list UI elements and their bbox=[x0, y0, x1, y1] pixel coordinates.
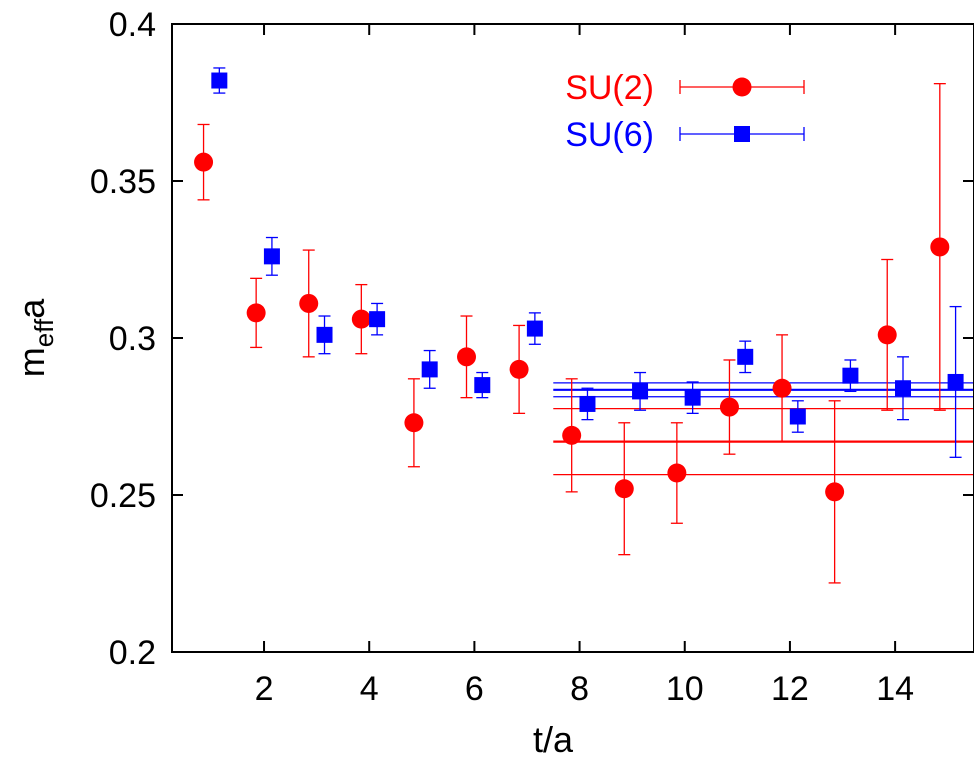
y-tick-label: 0.3 bbox=[109, 320, 156, 358]
data-point-su6 bbox=[895, 356, 912, 421]
x-tick-label: 12 bbox=[771, 670, 809, 708]
x-axis-title: t/a bbox=[533, 719, 574, 759]
marker-circle bbox=[562, 425, 582, 445]
marker-square bbox=[316, 326, 333, 343]
marker-circle bbox=[194, 152, 214, 172]
marker-square bbox=[737, 348, 754, 365]
data-point-su6 bbox=[421, 349, 438, 389]
marker-square bbox=[842, 367, 859, 384]
data-point-su6 bbox=[789, 400, 806, 433]
data-point-su2 bbox=[457, 315, 477, 399]
data-point-su6 bbox=[211, 67, 228, 94]
marker-square bbox=[526, 320, 543, 337]
y-axis-title-main: m bbox=[11, 347, 52, 377]
data-point-su2 bbox=[877, 258, 897, 411]
data-point-su2 bbox=[351, 283, 371, 355]
legend-label-su2: SU(2) bbox=[565, 69, 654, 107]
data-point-su2 bbox=[667, 422, 687, 524]
data-point-su2 bbox=[404, 378, 424, 468]
y-axis-title-tail: a bbox=[11, 298, 52, 319]
marker-circle bbox=[772, 378, 792, 398]
marker-circle bbox=[246, 303, 266, 323]
data-point-su2 bbox=[825, 400, 845, 584]
data-point-su2 bbox=[614, 422, 634, 556]
marker-square bbox=[421, 361, 438, 378]
data-point-su2 bbox=[930, 83, 950, 411]
y-tick-label: 0.25 bbox=[90, 477, 156, 515]
marker-circle bbox=[614, 479, 634, 499]
data-point-su6 bbox=[684, 381, 701, 415]
fit-bands bbox=[553, 382, 974, 476]
y-axis-title: meffa bbox=[11, 298, 59, 377]
marker-circle bbox=[351, 309, 371, 329]
y-tick-label: 0.35 bbox=[90, 163, 156, 201]
legend-marker-square bbox=[734, 126, 750, 142]
data-point-su6 bbox=[632, 371, 649, 411]
x-tick-label: 6 bbox=[465, 670, 484, 708]
marker-square bbox=[211, 72, 228, 89]
marker-circle bbox=[825, 482, 845, 502]
data-points bbox=[194, 67, 964, 584]
marker-circle bbox=[877, 325, 897, 345]
x-tick-label: 8 bbox=[570, 670, 589, 708]
data-point-su2 bbox=[246, 277, 266, 349]
data-point-su6 bbox=[316, 315, 333, 355]
marker-circle bbox=[299, 293, 319, 313]
marker-circle bbox=[404, 413, 424, 433]
marker-circle bbox=[930, 237, 950, 257]
marker-circle bbox=[509, 359, 529, 379]
y-axis-title-subscript: eff bbox=[29, 318, 59, 347]
data-point-su6 bbox=[526, 312, 543, 345]
marker-square bbox=[579, 395, 596, 412]
data-point-su2 bbox=[562, 378, 582, 493]
data-point-su6 bbox=[579, 387, 596, 421]
marker-square bbox=[947, 373, 964, 390]
marker-square bbox=[474, 377, 491, 394]
legend-marker-circle bbox=[732, 77, 752, 97]
data-point-su6 bbox=[947, 305, 964, 458]
x-tick-label: 14 bbox=[876, 670, 914, 708]
data-point-su6 bbox=[842, 359, 859, 393]
marker-circle bbox=[457, 347, 477, 367]
legend: SU(2) SU(6) bbox=[565, 69, 805, 154]
data-point-su6 bbox=[737, 340, 754, 374]
data-point-su2 bbox=[194, 123, 214, 201]
marker-circle bbox=[667, 463, 687, 483]
x-tick-label: 2 bbox=[255, 670, 274, 708]
data-point-su2 bbox=[772, 334, 792, 443]
marker-square bbox=[789, 408, 806, 425]
marker-square bbox=[684, 389, 701, 406]
x-tick-label: 10 bbox=[666, 670, 704, 708]
marker-square bbox=[369, 311, 386, 328]
marker-circle bbox=[719, 397, 739, 417]
marker-square bbox=[263, 248, 280, 265]
data-point-su6 bbox=[263, 236, 280, 276]
y-tick-label: 0.4 bbox=[109, 6, 156, 44]
x-tick-label: 4 bbox=[360, 670, 379, 708]
marker-square bbox=[895, 380, 912, 397]
axis-ticks: 2 4 6 8 10 12 14 0.2 0.25 0.3 0.35 0.4 bbox=[90, 6, 974, 708]
legend-label-su6: SU(6) bbox=[565, 116, 654, 154]
data-point-su2 bbox=[299, 249, 319, 358]
marker-square bbox=[632, 383, 649, 400]
data-point-su2 bbox=[719, 359, 739, 455]
data-point-su2 bbox=[509, 324, 529, 415]
y-tick-label: 0.2 bbox=[109, 634, 156, 672]
data-point-su6 bbox=[369, 302, 386, 336]
data-point-su6 bbox=[474, 371, 491, 399]
